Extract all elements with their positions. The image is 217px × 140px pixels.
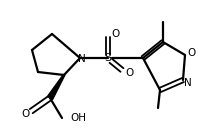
Text: N: N — [184, 78, 192, 88]
Text: O: O — [187, 48, 195, 58]
Text: S: S — [104, 53, 112, 63]
Text: O: O — [21, 109, 29, 119]
Text: O: O — [126, 68, 134, 78]
Text: OH: OH — [70, 113, 86, 123]
Polygon shape — [48, 75, 65, 100]
Text: N: N — [78, 54, 86, 64]
Text: O: O — [112, 29, 120, 39]
